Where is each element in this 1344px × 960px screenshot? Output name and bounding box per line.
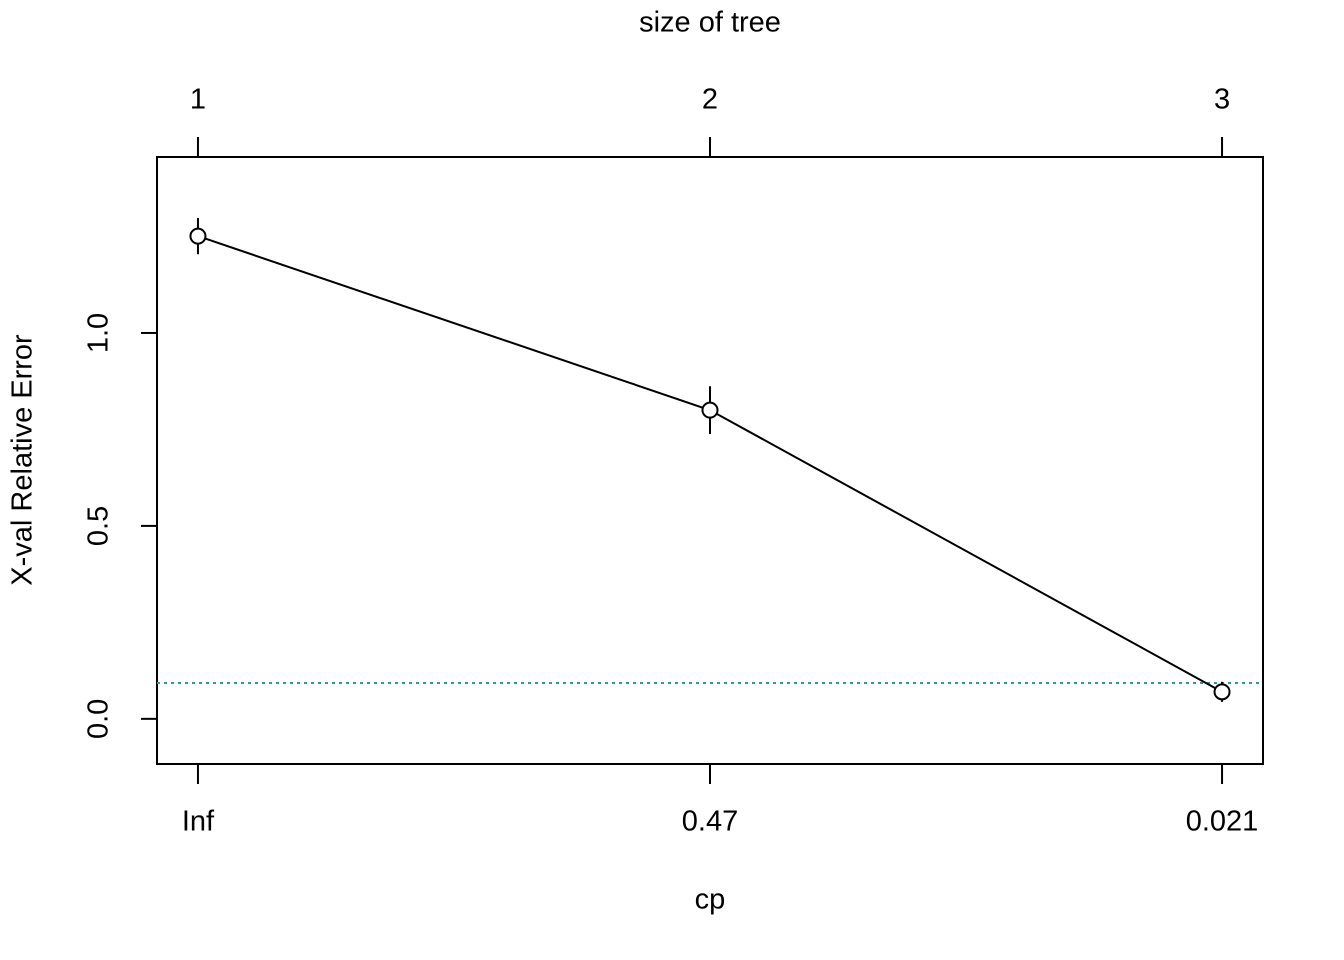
plot-frame [156,156,1264,765]
x-tick-label: 0.47 [682,806,738,838]
point [701,401,719,419]
x-tick-label: Inf [182,806,215,838]
y-tick-label: 0.0 [83,699,115,739]
x-axis-title: cp [695,884,726,916]
top-tick-label: 2 [702,84,718,116]
series-line [197,235,1223,693]
top-axis-title: size of tree [639,7,781,39]
top-tick-label: 3 [1214,84,1230,116]
top-tick-label: 1 [190,84,206,116]
x-tick-label: 0.021 [1186,806,1259,838]
y-axis-title: X-val Relative Error [7,334,39,586]
y-tick-label: 1.0 [83,313,115,353]
point [1213,683,1231,701]
point [189,227,207,245]
y-tick-label: 0.5 [83,506,115,546]
